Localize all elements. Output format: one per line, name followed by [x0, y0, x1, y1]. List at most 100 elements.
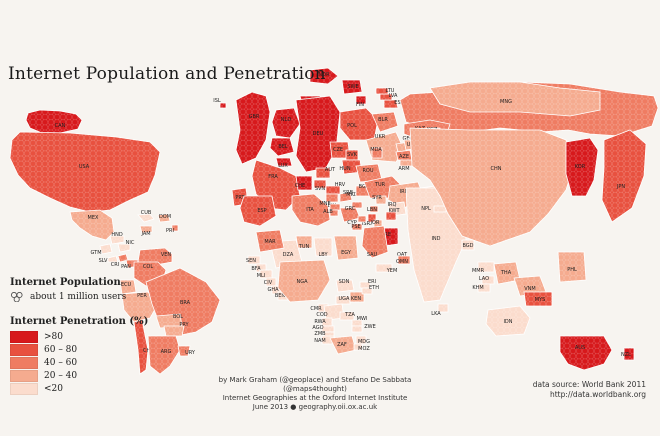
region-bel: BEL: [269, 137, 295, 157]
region-npl: NPL: [421, 205, 447, 213]
region-rwa: RWA: [314, 317, 333, 327]
region-label: PAN: [121, 264, 131, 270]
region-hex-texture: [336, 296, 350, 304]
region-label: NGA: [296, 279, 308, 285]
legend: Internet Population about 1 million user…: [10, 277, 180, 396]
region-label: AGO: [312, 325, 323, 331]
region-chn: CHN: [409, 127, 577, 247]
region-hex-texture: [138, 248, 172, 266]
region-label: VNM: [524, 286, 535, 292]
region-hex-texture: [278, 260, 330, 302]
data-source-name: data source: World Bank 2011: [532, 380, 646, 389]
region-label: IRQ: [388, 202, 397, 208]
region-label: TUR: [374, 182, 386, 188]
region-label: NAM: [314, 338, 325, 344]
region-chl: CHL: [133, 319, 153, 375]
region-hex-texture: [356, 336, 366, 344]
region-label: BEN: [275, 293, 286, 299]
region-label: LAO: [479, 276, 489, 282]
region-label: ESP: [257, 208, 266, 214]
region-label: DZA: [283, 252, 294, 258]
region-jpn: JPN: [601, 129, 647, 223]
region-hex-texture: [362, 288, 372, 294]
region-bfa: BFA: [251, 263, 267, 273]
region-hex-texture: [370, 206, 378, 212]
region-label: COL: [143, 264, 153, 270]
region-label: JOR: [370, 220, 380, 226]
region-label: MEX: [88, 215, 99, 221]
region-egy: EGY: [333, 235, 359, 261]
region-hex-texture: [386, 212, 396, 220]
region-lka: LKA: [431, 303, 449, 317]
region-hex-texture: [326, 186, 340, 194]
region-mda: MDA: [370, 147, 383, 159]
region-label: MDG: [358, 339, 370, 345]
region-hex-texture: [276, 158, 292, 166]
region-hex-texture: [356, 164, 382, 182]
region-label: ITA: [306, 207, 314, 213]
region-label: FIN: [356, 102, 364, 108]
region-dom: DOM: [157, 213, 171, 223]
region-hex-texture: [342, 80, 362, 94]
penetration-class-0: >80: [10, 331, 180, 343]
region-hex-texture: [354, 344, 362, 350]
region-hex-texture: [164, 326, 184, 336]
region-hex-texture: [324, 304, 344, 320]
region-arg: ARG: [147, 335, 181, 375]
region-label: ISR: [362, 221, 371, 227]
region-label: IND: [431, 236, 440, 242]
region-hex-texture: [330, 210, 338, 216]
region-label: AUT: [325, 167, 336, 173]
penetration-label: >80: [44, 332, 63, 342]
region-hex-texture: [330, 142, 350, 158]
region-label: BGR: [359, 184, 370, 190]
region-label: MYS: [535, 297, 546, 303]
credits-authors: by Mark Graham (@geoplace) and Stefano D…: [218, 376, 412, 393]
region-mwi: MWI: [351, 316, 367, 327]
region-hex-texture: [360, 282, 370, 288]
region-label: ISL: [213, 98, 221, 104]
region-hex-texture: [482, 276, 494, 284]
region-srb: SRB: [339, 190, 354, 203]
region-label: MKD: [346, 192, 358, 198]
region-hex-texture: [236, 92, 270, 164]
region-label: LBN: [367, 207, 377, 213]
region-label: CHE: [295, 183, 305, 189]
map-title: Internet Population and Penetration: [8, 64, 326, 84]
penetration-class-1: 60 – 80: [10, 344, 180, 356]
region-hex-texture: [156, 314, 182, 328]
region-hex-texture: [396, 150, 414, 160]
region-label: CMR: [310, 306, 322, 312]
region-bol: BOL: [155, 313, 183, 329]
region-hex-texture: [514, 276, 546, 296]
region-hex-texture: [434, 206, 446, 212]
region-mdg: MDG: [355, 335, 370, 345]
region-label: ROU: [362, 168, 373, 174]
penetration-label: <20: [44, 384, 63, 394]
penetration-class-4: <20: [10, 383, 180, 395]
region-label: SAU: [367, 252, 378, 258]
region-label: FRA: [268, 174, 278, 180]
region-hex-texture: [352, 320, 362, 326]
region-label: CYP: [347, 220, 356, 226]
region-label: NLD: [281, 117, 292, 123]
region-nld: NLD: [271, 107, 301, 139]
region-hex-texture: [478, 284, 490, 292]
region-gbr: GBR: [235, 91, 271, 165]
region-label: LUX: [278, 163, 288, 169]
region-swe: SWE: [341, 79, 363, 95]
region-label: IDN: [503, 319, 512, 325]
region-kor: KOR: [565, 137, 599, 197]
region-sau: SAU: [361, 225, 389, 259]
region-label: ZAF: [337, 342, 347, 348]
region-hex-texture: [524, 292, 552, 306]
region-cze: CZE: [329, 141, 351, 159]
region-label: ERI: [368, 279, 376, 285]
region-hex-texture: [178, 346, 190, 356]
region-svn: SVN: [313, 179, 327, 192]
region-hex-texture: [352, 224, 362, 230]
region-pse: PSE: [351, 223, 363, 231]
region-zaf: ZAF: [329, 335, 357, 355]
region-hex-texture: [260, 270, 272, 278]
